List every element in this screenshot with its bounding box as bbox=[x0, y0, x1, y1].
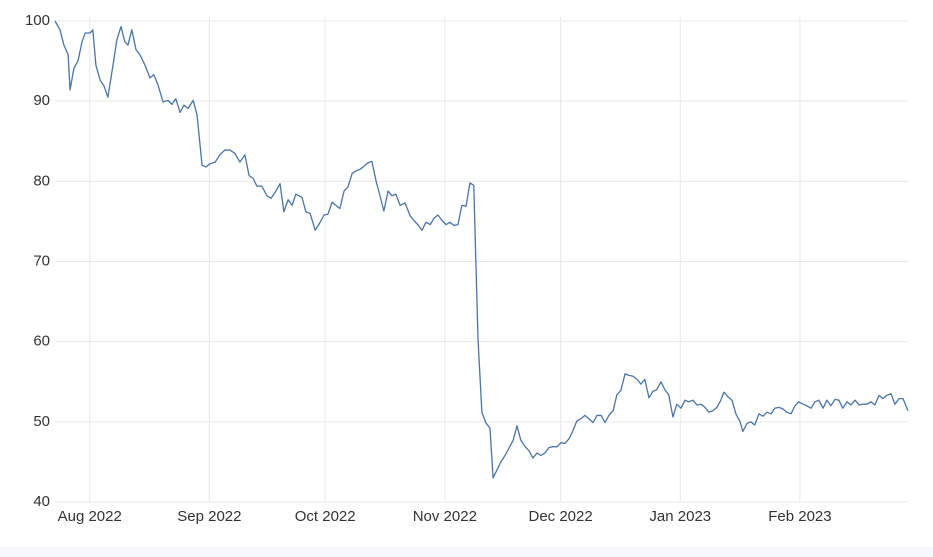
footer-strip bbox=[0, 547, 933, 557]
y-tick-label: 100 bbox=[25, 12, 50, 29]
y-tick-label: 50 bbox=[33, 413, 50, 430]
x-tick-label: Sep 2022 bbox=[177, 508, 241, 525]
y-tick-label: 60 bbox=[33, 333, 50, 350]
y-tick-label: 70 bbox=[33, 252, 50, 269]
plot bbox=[54, 20, 909, 479]
y-tick-label: 80 bbox=[33, 172, 50, 189]
x-tick-label: Nov 2022 bbox=[413, 508, 477, 525]
x-tick-label: Dec 2022 bbox=[529, 508, 593, 525]
x-tick-label: Oct 2022 bbox=[295, 508, 356, 525]
y-tick-label: 90 bbox=[33, 92, 50, 109]
x-tick-label: Aug 2022 bbox=[58, 508, 122, 525]
x-tick-label: Feb 2023 bbox=[768, 508, 831, 525]
x-tick-label: Jan 2023 bbox=[649, 508, 711, 525]
line-series bbox=[54, 20, 909, 479]
y-tick-label: 40 bbox=[33, 493, 50, 510]
grid bbox=[55, 17, 908, 503]
